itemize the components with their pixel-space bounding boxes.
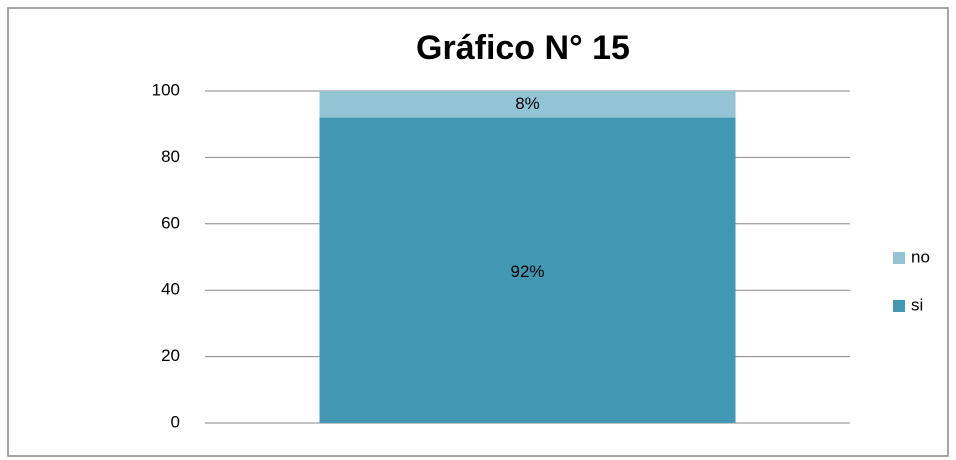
y-tick-label: 40 [161, 280, 180, 299]
value-label: 8% [515, 94, 540, 113]
y-tick-label: 20 [161, 346, 180, 365]
y-tick-label: 0 [171, 412, 180, 431]
chart-title: Gráfico N° 15 [416, 29, 630, 67]
y-tick-label: 80 [161, 147, 180, 166]
bar-segment [319, 117, 736, 423]
value-label: 92% [510, 262, 544, 281]
legend-swatch [893, 300, 905, 312]
legend-swatch [893, 252, 905, 264]
y-tick-label: 60 [161, 213, 180, 232]
legend-label: no [911, 247, 930, 266]
legend-label: si [911, 295, 923, 314]
bar-segment [319, 91, 736, 118]
y-tick-label: 100 [152, 80, 180, 99]
